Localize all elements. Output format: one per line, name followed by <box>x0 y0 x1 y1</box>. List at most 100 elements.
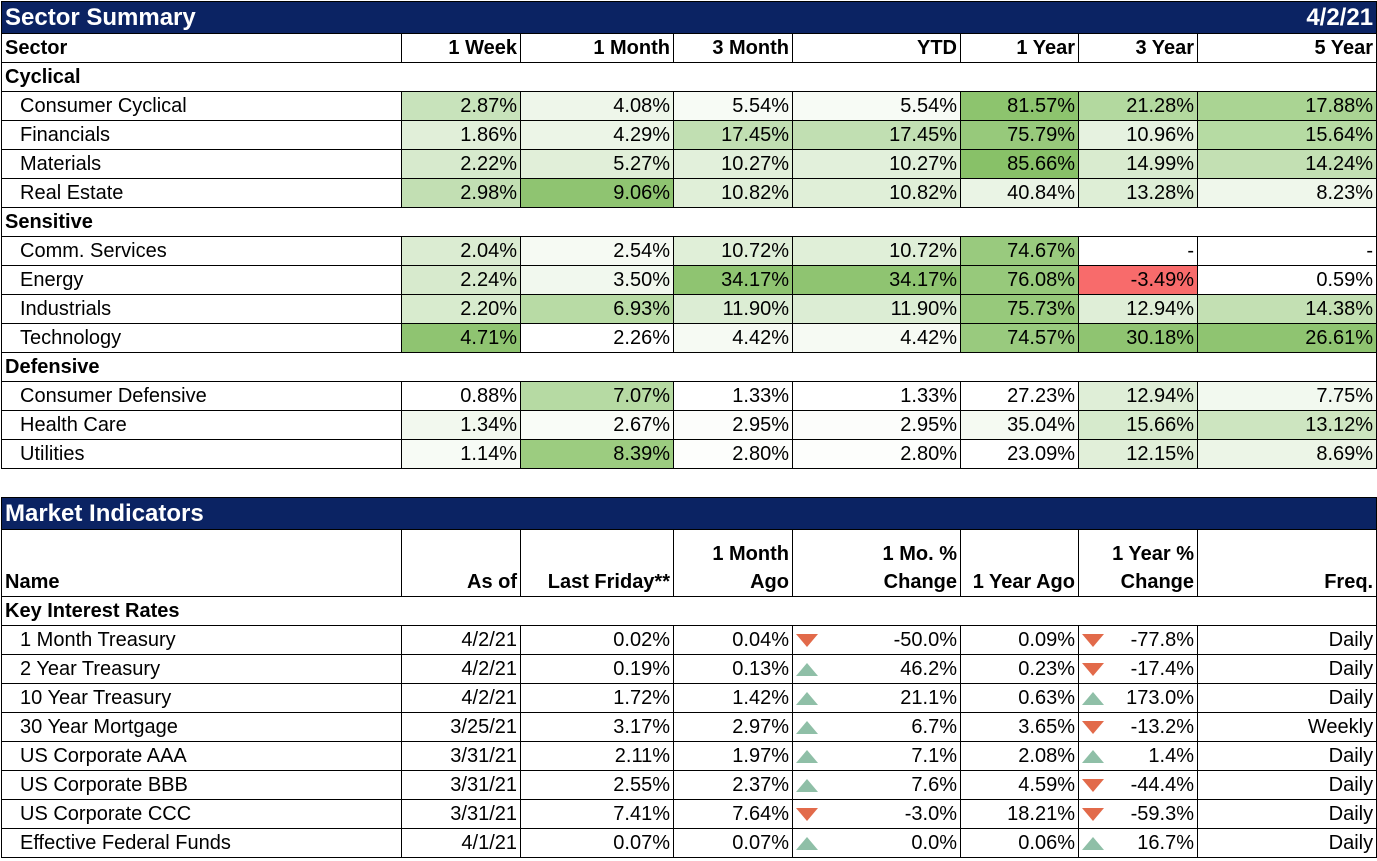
sector-summary-date: 4/2/21 <box>1197 1 1377 34</box>
market-indicators-title-bar: Market Indicators <box>0 497 1377 530</box>
header-line: Ago <box>750 571 789 593</box>
sector-value-cell: 2.20% <box>401 294 521 324</box>
indicator-year-ago: 0.63% <box>960 683 1079 713</box>
indicator-mo-change-cell: 0.0% <box>792 828 961 858</box>
col-header-1-week: 1 Week <box>401 33 521 63</box>
sector-row: Energy 2.24% 3.50% 34.17% 34.17% 76.08% -3.49%… <box>1 265 1377 295</box>
col-header-1-mo-change: 1 Mo. % Change <box>792 529 961 597</box>
market-indicators-table: Market Indicators Name As of Last Friday… <box>0 497 1377 858</box>
indicator-month-ago: 2.37% <box>673 770 793 800</box>
sector-name: Industrials <box>1 294 402 324</box>
sector-group-row: Defensive <box>0 352 1377 382</box>
sector-value-cell: 12.94% <box>1077 381 1199 411</box>
sector-value-cell: 74.67% <box>960 236 1079 266</box>
header-line: 1 Mo. % <box>882 543 957 565</box>
sector-name: Health Care <box>1 410 402 440</box>
sector-name: Consumer Cyclical <box>1 91 402 121</box>
arrow-up-icon <box>796 836 818 850</box>
arrow-up-icon <box>1082 836 1104 850</box>
indicator-freq: Daily <box>1196 625 1377 655</box>
arrow-down-icon <box>1082 807 1104 821</box>
sector-value-cell: 7.07% <box>520 381 674 411</box>
indicator-year-ago: 2.08% <box>960 741 1079 771</box>
indicator-row: 2 Year Treasury 4/2/21 0.19% 0.13% 46.2% 0.23… <box>1 654 1377 684</box>
sector-value-cell: 1.33% <box>792 381 961 411</box>
sector-value-cell: 17.45% <box>673 120 793 150</box>
arrow-up-icon <box>796 691 818 705</box>
sector-value-cell: 23.09% <box>960 439 1079 469</box>
indicator-as-of: 3/31/21 <box>401 741 521 771</box>
sector-value-cell: 1.14% <box>401 439 521 469</box>
indicator-mo-change-cell: 7.1% <box>792 741 961 771</box>
indicator-yr-change-cell: -44.4% <box>1078 770 1198 800</box>
arrow-down-icon <box>796 633 818 647</box>
arrow-down-icon <box>1082 778 1104 792</box>
indicator-month-ago: 1.97% <box>673 741 793 771</box>
indicator-last-friday: 0.02% <box>520 625 674 655</box>
sector-value-cell: - <box>1077 236 1199 266</box>
indicator-name: 1 Month Treasury <box>1 625 402 655</box>
sector-row: Real Estate 2.98% 9.06% 10.82% 10.82% 40.84% 1… <box>1 178 1377 208</box>
sector-value-cell: 4.08% <box>520 91 674 121</box>
indicator-yr-change: -44.4% <box>1130 773 1194 796</box>
sector-value-cell: 2.87% <box>401 91 521 121</box>
sector-value-cell: 8.39% <box>520 439 674 469</box>
indicator-as-of: 4/2/21 <box>401 683 521 713</box>
indicator-freq: Daily <box>1196 770 1377 800</box>
indicator-mo-change: -50.0% <box>893 628 957 651</box>
sector-group-row: Sensitive <box>0 207 1377 237</box>
arrow-up-icon <box>796 662 818 676</box>
sector-value-cell: 13.12% <box>1197 410 1377 440</box>
indicator-mo-change-cell: 46.2% <box>792 654 961 684</box>
sector-value-cell: 14.24% <box>1197 149 1377 179</box>
arrow-down-icon <box>1082 720 1104 734</box>
arrow-up-icon <box>796 778 818 792</box>
sector-value-cell: 4.71% <box>401 323 521 353</box>
col-header-1-year: 1 Year <box>960 33 1079 63</box>
arrow-up-icon <box>1082 749 1104 763</box>
sector-value-cell: 5.54% <box>673 91 793 121</box>
indicator-mo-change: -3.0% <box>904 802 957 825</box>
indicator-last-friday: 1.72% <box>520 683 674 713</box>
sector-value-cell: 1.33% <box>673 381 793 411</box>
indicator-yr-change-cell: 16.7% <box>1078 828 1198 858</box>
indicator-as-of: 3/25/21 <box>401 712 521 742</box>
arrow-down-icon <box>1082 633 1104 647</box>
sector-value-cell: - <box>1197 236 1377 266</box>
market-header-row: Name As of Last Friday** 1 Month Ago 1 Mo… <box>1 529 1377 597</box>
indicator-name: US Corporate BBB <box>1 770 402 800</box>
header-line: 1 Month <box>712 543 789 565</box>
sector-value-cell: 10.82% <box>673 178 793 208</box>
sector-value-cell: 6.93% <box>520 294 674 324</box>
sector-group-label: Cyclical <box>0 62 1377 92</box>
sector-value-cell: 10.72% <box>792 236 961 266</box>
sector-name: Materials <box>1 149 402 179</box>
indicator-yr-change: -13.2% <box>1130 715 1194 738</box>
indicator-mo-change-cell: 7.6% <box>792 770 961 800</box>
indicator-yr-change-cell: -77.8% <box>1078 625 1198 655</box>
sector-name: Consumer Defensive <box>1 381 402 411</box>
sector-name: Comm. Services <box>1 236 402 266</box>
indicator-freq: Daily <box>1196 683 1377 713</box>
indicator-yr-change: -77.8% <box>1130 628 1194 651</box>
indicator-row: US Corporate CCC 3/31/21 7.41% 7.64% -3.0% 18… <box>1 799 1377 829</box>
sector-group-row: Cyclical <box>0 62 1377 92</box>
col-header-3-month: 3 Month <box>673 33 793 63</box>
sector-value-cell: 7.75% <box>1197 381 1377 411</box>
market-group-row: Key Interest Rates <box>0 596 1377 626</box>
sector-row: Financials 1.86% 4.29% 17.45% 17.45% 75.79% 10… <box>1 120 1377 150</box>
indicator-row: 1 Month Treasury 4/2/21 0.02% 0.04% -50.0% 0.… <box>1 625 1377 655</box>
sector-value-cell: 8.23% <box>1197 178 1377 208</box>
sector-value-cell: 1.34% <box>401 410 521 440</box>
header-line: Change <box>1120 571 1194 593</box>
indicator-name: 2 Year Treasury <box>1 654 402 684</box>
indicator-freq: Daily <box>1196 741 1377 771</box>
indicator-month-ago: 1.42% <box>673 683 793 713</box>
sector-value-cell: 85.66% <box>960 149 1079 179</box>
sector-value-cell: 4.42% <box>792 323 961 353</box>
sector-value-cell: 74.57% <box>960 323 1079 353</box>
indicator-yr-change-cell: 173.0% <box>1078 683 1198 713</box>
indicator-mo-change: 21.1% <box>900 686 957 709</box>
indicator-mo-change-cell: 21.1% <box>792 683 961 713</box>
indicator-row: Effective Federal Funds 4/1/21 0.07% 0.07% 0… <box>1 828 1377 858</box>
